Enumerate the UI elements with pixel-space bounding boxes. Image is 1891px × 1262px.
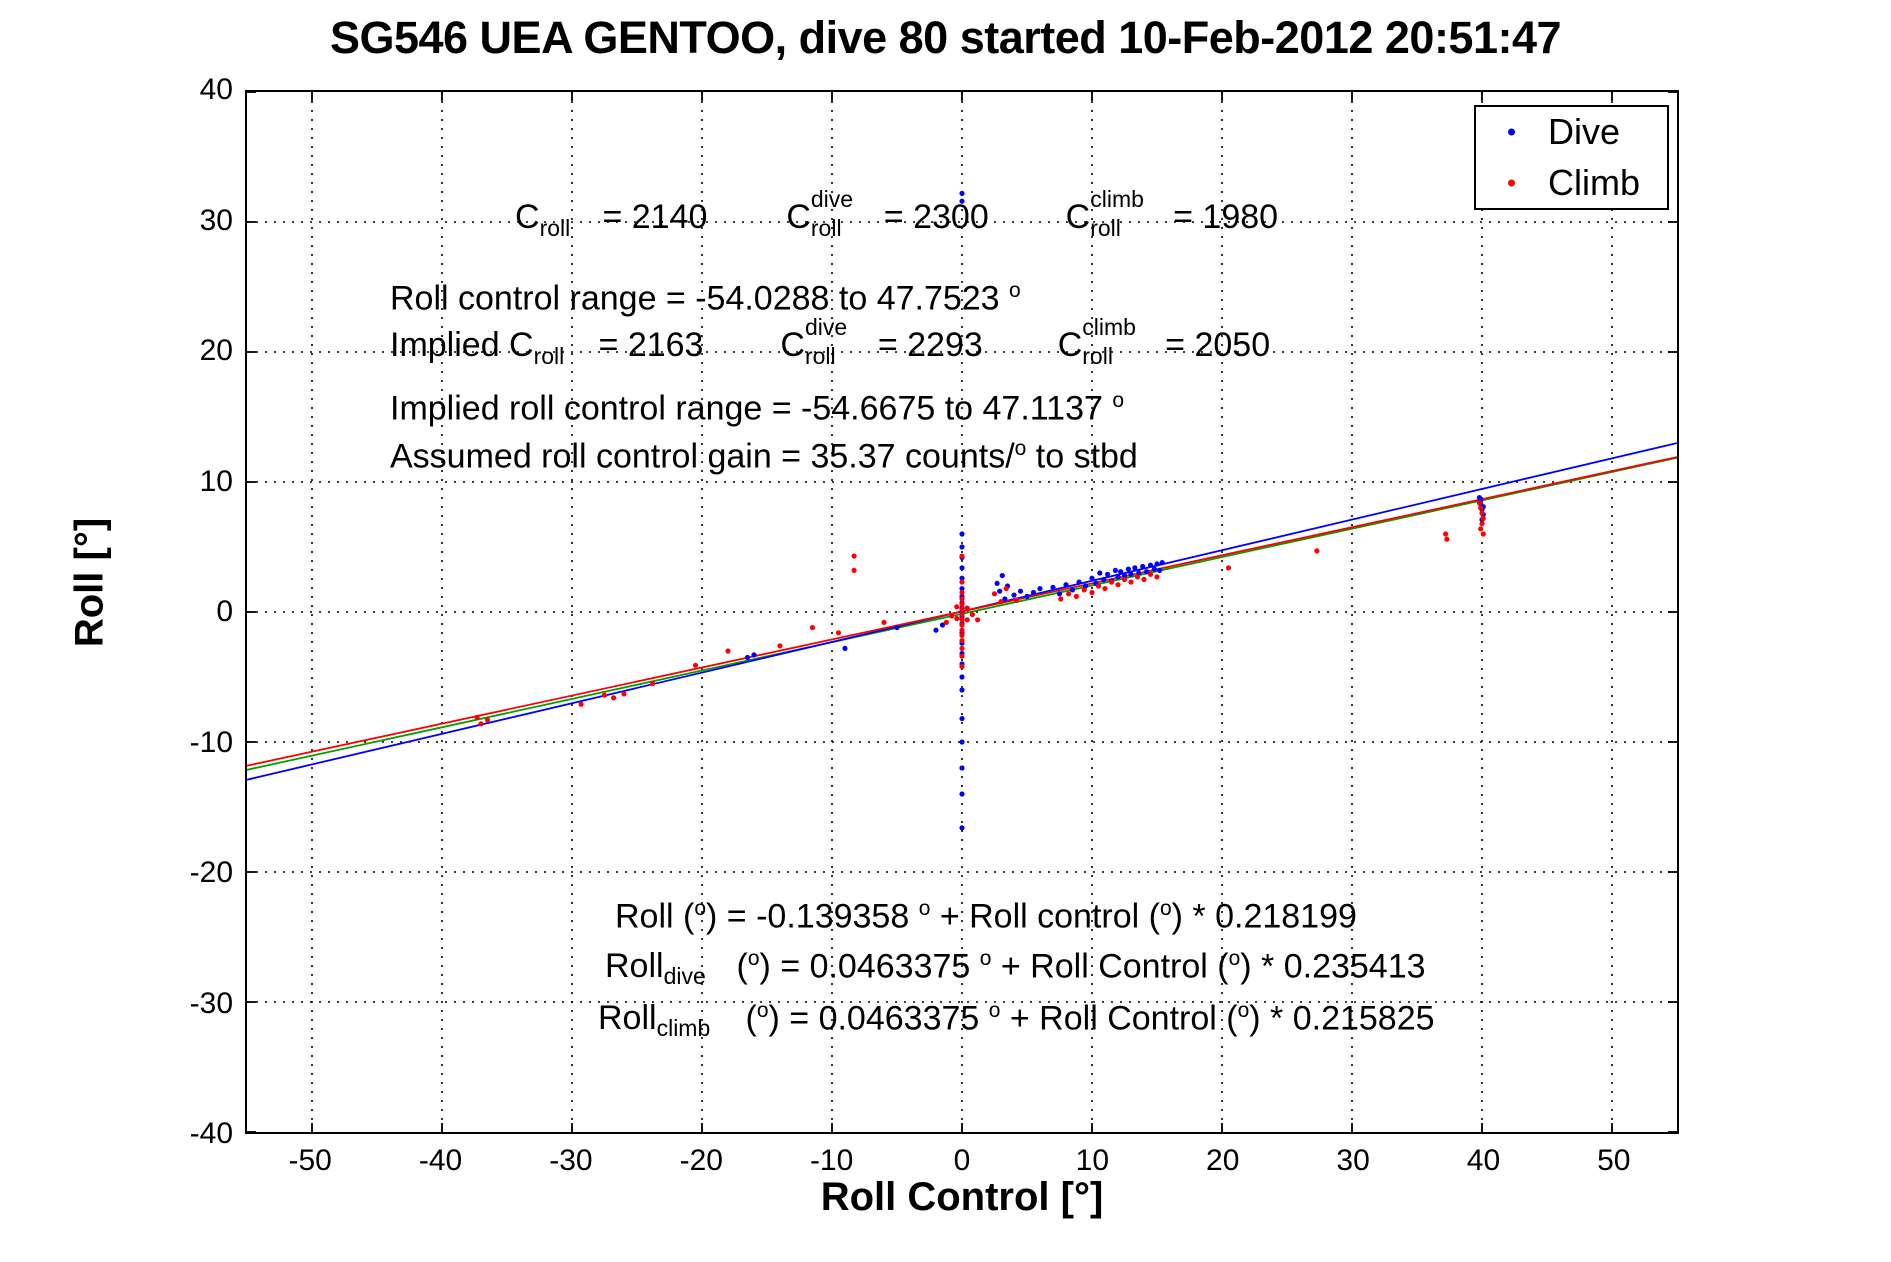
roll-climb-symbol: Roll climb — [598, 999, 711, 1042]
roll-dive-symbol: Roll dive — [605, 947, 706, 990]
y-tick-label: 20 — [199, 334, 233, 367]
grid-layer — [247, 92, 1677, 1132]
degree-symbol: o — [756, 999, 769, 1022]
equation-roll-climb: Roll climb (o) = 0.0463375 o + Roll Contr… — [598, 999, 1435, 1042]
eq2-part-d: ) * 0.235413 — [1240, 947, 1426, 986]
eq3-part-c: + Roll Control ( — [1000, 999, 1238, 1038]
y-axis-label: Roll [°] — [67, 517, 112, 648]
eq3-part-b: ) = 0.0463375 — [768, 999, 989, 1038]
degree-symbol: o — [1228, 947, 1241, 970]
legend-item-dive[interactable]: Dive — [1476, 107, 1667, 157]
x-tick-label: -40 — [418, 1144, 463, 1177]
legend-item-climb[interactable]: Climb — [1476, 158, 1667, 208]
y-tick-label: -40 — [189, 1117, 233, 1150]
degree-symbol: o — [918, 897, 931, 920]
data-points-layer — [474, 190, 1486, 831]
equation-roll-dive: Roll dive (o) = 0.0463375 o + Roll Contro… — [605, 947, 1426, 990]
x-tick-label: 40 — [1466, 1144, 1501, 1177]
eq1-part-b: ) = -0.139358 — [706, 897, 919, 936]
assumed-gain-suffix: to stbd — [1026, 437, 1138, 476]
assumed-gain-text: Assumed roll control gain = 35.37 counts… — [390, 437, 1015, 476]
legend-box[interactable]: Dive Climb — [1474, 105, 1669, 210]
x-tick-label: -30 — [549, 1144, 593, 1177]
implied-c-roll-climb-value: = 2050 — [1165, 326, 1271, 364]
degree-symbol: o — [1159, 897, 1172, 920]
eq1-part-d: ) * 0.218199 — [1171, 897, 1357, 936]
degree-symbol: o — [1112, 389, 1125, 412]
degree-symbol: o — [988, 999, 1001, 1022]
degree-symbol: o — [1237, 999, 1250, 1022]
c-roll-dive-value: = 2300 — [883, 198, 989, 236]
annotation-line-5: Assumed roll control gain = 35.37 counts… — [390, 438, 1138, 473]
x-tick-label: 50 — [1597, 1144, 1631, 1177]
y-tick-label: 30 — [199, 203, 233, 237]
y-tick-label: -20 — [189, 856, 233, 889]
plot-area — [245, 90, 1679, 1134]
eq3-part-d: ) * 0.215825 — [1249, 999, 1435, 1038]
annotation-line-4: Implied roll control range = -54.6675 to… — [390, 390, 1124, 425]
degree-symbol: o — [747, 947, 760, 970]
c-roll-climb-value: = 1980 — [1173, 198, 1279, 236]
equation-roll-all: Roll (o) = -0.139358 o + Roll control (o… — [615, 898, 1357, 933]
y-tick-label: 0 — [216, 595, 233, 628]
eq2-part-c: + Roll Control ( — [991, 947, 1229, 986]
eq3-part-a: ( — [736, 999, 757, 1038]
x-tick-label: 30 — [1336, 1144, 1370, 1177]
x-tick-label: 0 — [953, 1144, 971, 1177]
y-tick-label: 40 — [199, 73, 233, 106]
degree-symbol: o — [979, 947, 992, 970]
x-tick-label: 20 — [1206, 1144, 1240, 1177]
eq1-part-a: Roll ( — [615, 897, 695, 936]
x-tick-label: -20 — [679, 1144, 723, 1177]
c-roll-value: = 2140 — [602, 198, 708, 236]
y-tick-label: -10 — [189, 725, 233, 759]
degree-symbol: o — [694, 897, 707, 920]
legend-marker-dive — [1508, 128, 1515, 136]
x-tick-label: 10 — [1075, 1144, 1110, 1177]
page-title: SG546 UEA GENTOO, dive 80 started 10-Feb… — [329, 12, 1562, 63]
y-tick-label: 10 — [199, 464, 233, 498]
implied-c-roll-value: = 2163 — [598, 326, 704, 364]
eq2-part-b: ) = 0.0463375 — [759, 947, 980, 986]
implied-c-roll-dive-value: = 2293 — [877, 326, 983, 364]
implied-roll-control-range-text: Implied roll control range = -54.6675 to… — [390, 389, 1113, 428]
y-tick-label: -30 — [189, 986, 233, 1020]
degree-symbol: o — [1014, 437, 1027, 460]
legend-marker-climb — [1508, 179, 1515, 187]
eq2-part-a: ( — [727, 947, 748, 986]
x-tick-label: -10 — [809, 1144, 854, 1177]
legend-label-climb: Climb — [1548, 162, 1641, 203]
x-tick-label: -50 — [288, 1144, 332, 1177]
legend-label-dive: Dive — [1548, 111, 1621, 152]
degree-symbol: o — [1009, 279, 1021, 302]
eq1-part-c: + Roll control ( — [930, 897, 1160, 936]
annotation-line-2: Roll control range = -54.0288 to 47.7523… — [390, 280, 1021, 315]
x-axis-label: Roll Control [°] — [820, 1175, 1104, 1219]
roll-control-range-text: Roll control range = -54.0288 to 47.7523 — [390, 279, 1010, 318]
